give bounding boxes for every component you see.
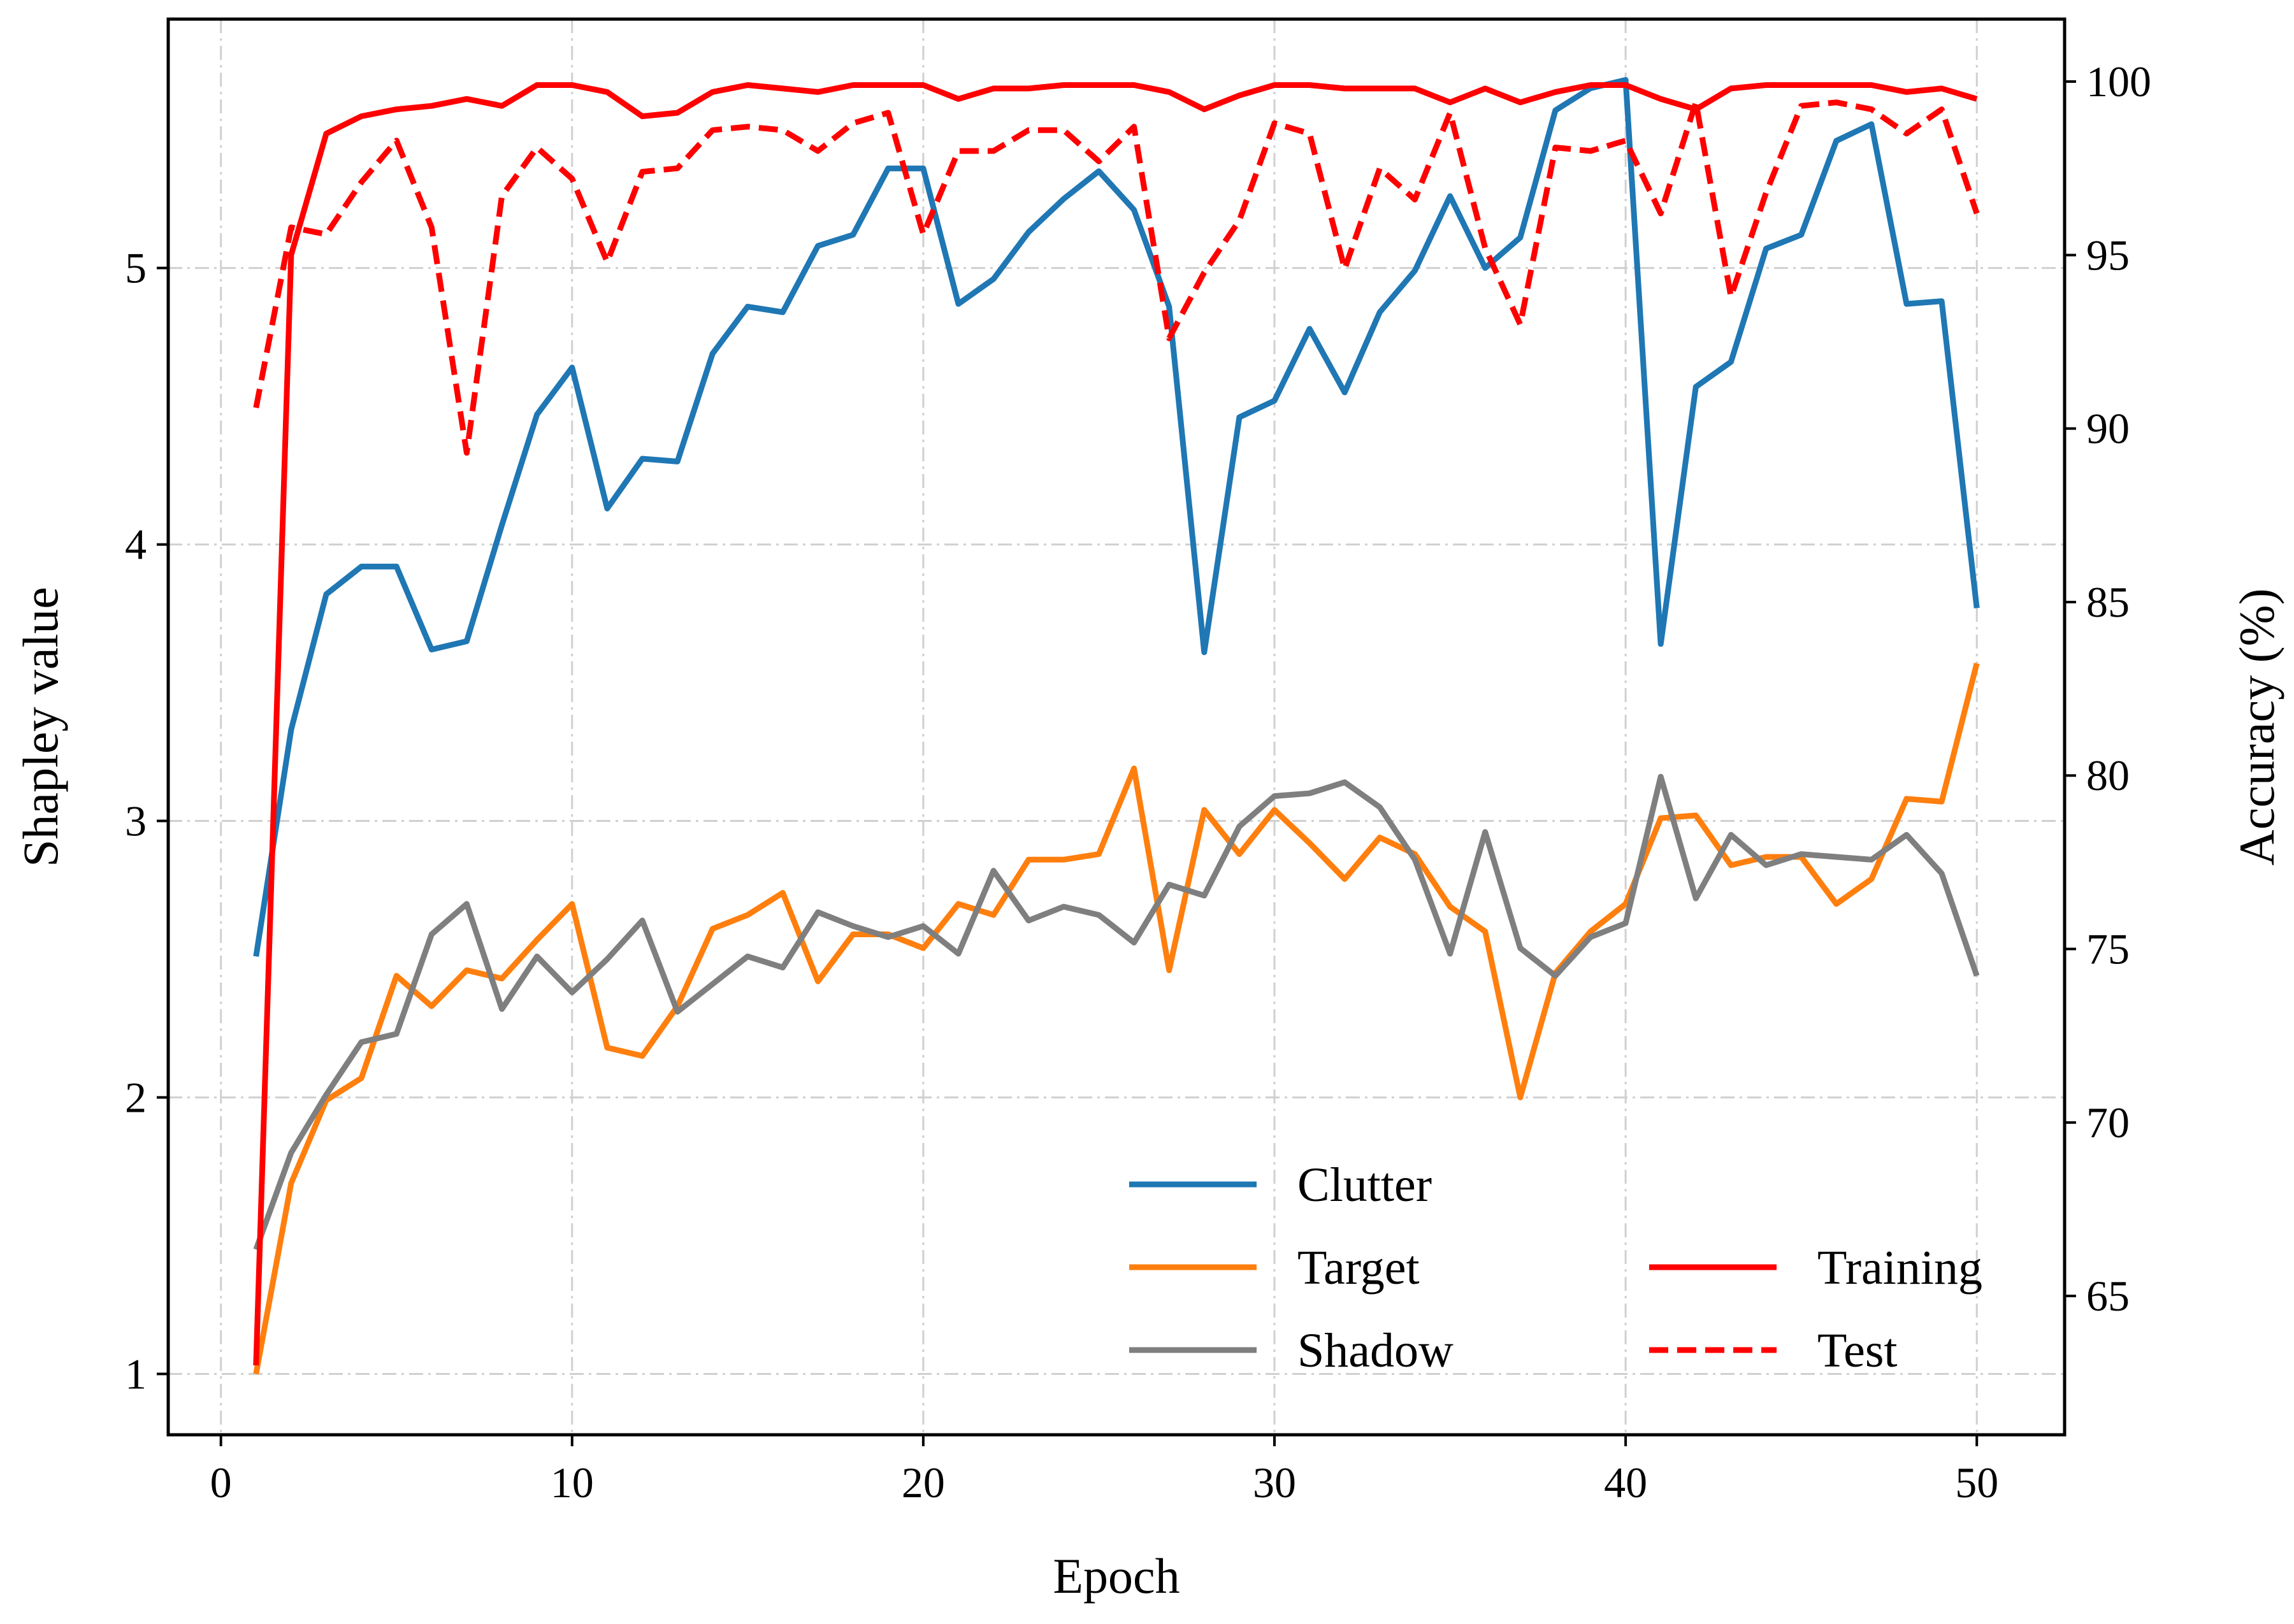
- legend-label-target: Target: [1297, 1241, 1420, 1295]
- y-tick-label-left: 4: [125, 521, 147, 569]
- x-tick-label: 30: [1253, 1458, 1296, 1507]
- y-tick-label-left: 1: [125, 1350, 147, 1398]
- x-axis-title: Epoch: [1053, 1548, 1179, 1604]
- y-tick-label-right: 100: [2086, 57, 2151, 106]
- x-tick-label: 0: [210, 1458, 232, 1507]
- plot-frame: [166, 17, 2067, 1437]
- series-lines: [253, 77, 1980, 1375]
- grid: [168, 19, 2065, 1435]
- y-tick-label-right: 95: [2086, 231, 2130, 279]
- y-axis-title-left: Shapley value: [13, 587, 68, 867]
- series-line-test: [253, 99, 1980, 456]
- y-axis-title-right: Accuracy (%): [2229, 588, 2284, 865]
- x-tick-label: 20: [902, 1458, 945, 1507]
- series-line-clutter: [253, 77, 1980, 957]
- ticks: 0 10 20 30 40 50 1 2 3 4 5 65 70 75 80 85 90 95 100: [125, 57, 2151, 1507]
- series-line-training: [253, 82, 1978, 1366]
- series-line-shadow: [253, 773, 1980, 1251]
- y-tick-label-left: 2: [125, 1074, 147, 1122]
- legend-label-test: Test: [1817, 1324, 1898, 1377]
- y-tick-label-right: 80: [2086, 751, 2130, 800]
- legend-label-shadow: Shadow: [1297, 1324, 1454, 1377]
- y-tick-label-right: 85: [2086, 578, 2130, 626]
- x-tick-label: 50: [1955, 1458, 1998, 1507]
- series-line-target: [253, 663, 1980, 1375]
- legend: Clutter Target Shadow Training Test: [1129, 1158, 1982, 1377]
- legend-label-training: Training: [1817, 1241, 1982, 1295]
- y-tick-label-right: 75: [2086, 925, 2130, 974]
- y-tick-label-right: 70: [2086, 1098, 2130, 1147]
- y-tick-label-left: 5: [125, 244, 147, 292]
- x-tick-label: 10: [551, 1458, 594, 1507]
- x-tick-label: 40: [1604, 1458, 1647, 1507]
- y-tick-label-right: 90: [2086, 405, 2130, 453]
- y-tick-label-left: 3: [125, 797, 147, 845]
- y-tick-label-right: 65: [2086, 1272, 2130, 1320]
- legend-label-clutter: Clutter: [1297, 1158, 1432, 1212]
